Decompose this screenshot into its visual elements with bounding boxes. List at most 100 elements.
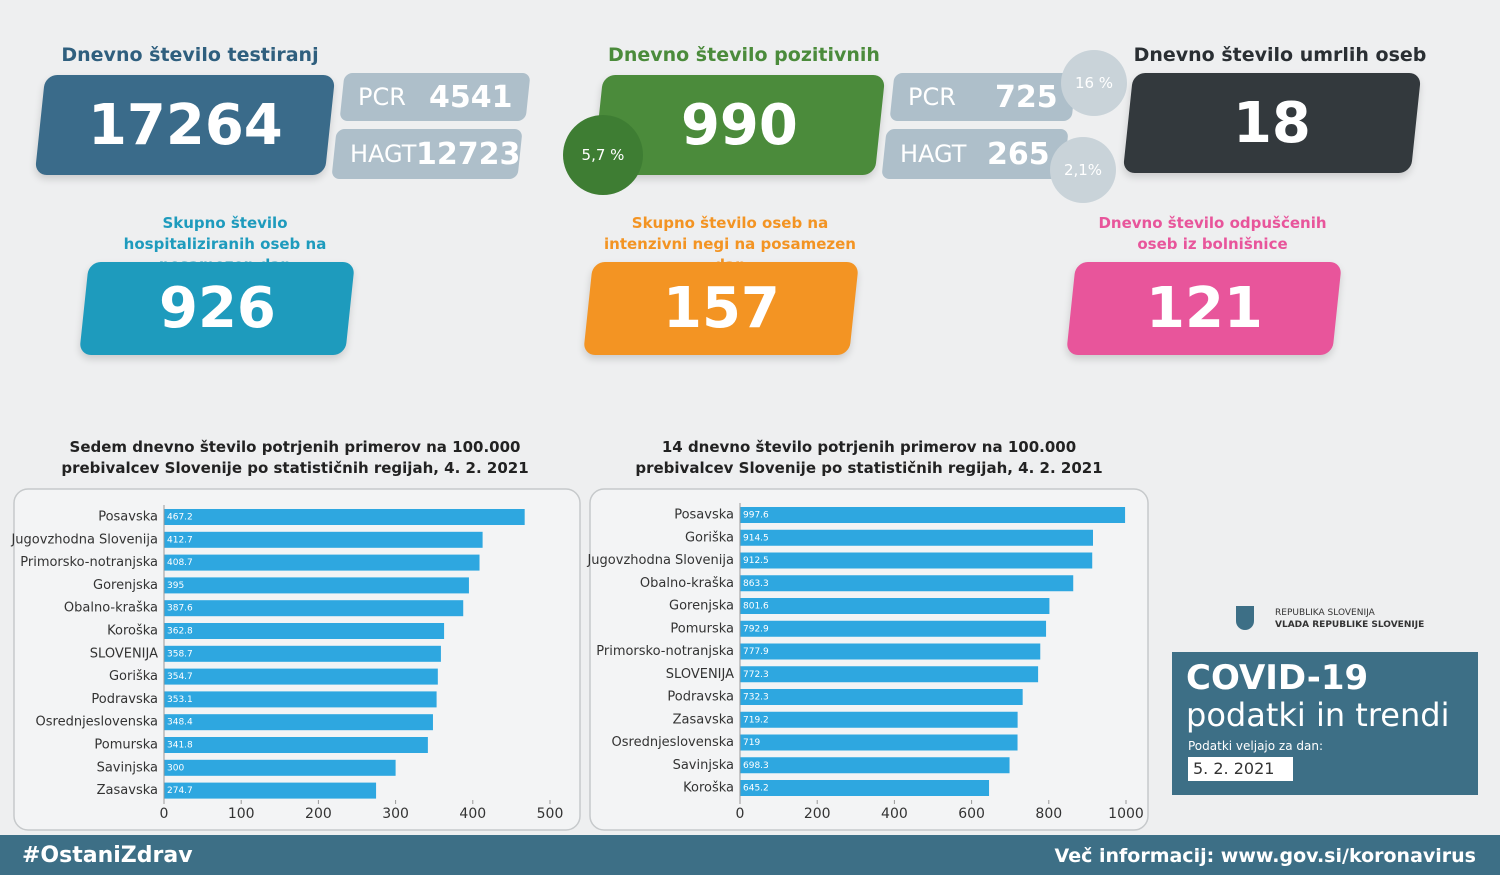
bar (740, 757, 1010, 774)
bar (164, 714, 433, 731)
category-label: Zasavska (97, 783, 158, 798)
x-tick-label: 200 (305, 806, 332, 822)
category-label: Jugovzhodna Slovenija (586, 553, 734, 568)
category-label: Savinjska (97, 760, 158, 775)
bar (740, 552, 1093, 569)
category-label: Obalno-kraška (64, 601, 158, 616)
hagt-label: HAGT (350, 140, 417, 168)
bar (740, 734, 1018, 751)
value-label: 772.3 (743, 670, 769, 680)
hagt-value: 265 (987, 136, 1050, 172)
hagt-share: 2,1% (1050, 137, 1116, 203)
icu-value: 157 (662, 276, 780, 341)
value-label: 863.3 (743, 579, 769, 589)
category-label: Podravska (667, 690, 734, 705)
discharged-tile: 121 (1066, 262, 1342, 355)
category-label: Primorsko-notranjska (596, 644, 734, 659)
value-label: 792.9 (743, 624, 769, 634)
category-label: Koroška (683, 781, 734, 796)
hospitalized-value: 926 (158, 276, 276, 341)
hagt-value: 12723 (416, 136, 521, 172)
bar (740, 598, 1050, 614)
deaths-title: Dnevno število umrlih oseb (1133, 44, 1427, 66)
bar (164, 759, 396, 776)
value-label: 732.3 (743, 693, 769, 703)
covid-box: COVID-19 podatki in trendi Podatki velja… (1172, 652, 1478, 795)
discharged-title: Dnevno število odpuščenih oseb iz bolniš… (1098, 214, 1327, 253)
info: Več informacij: www.gov.si/koronavirus (1054, 845, 1476, 867)
pcr-value: 725 (995, 79, 1058, 115)
category-label: Jugovzhodna Slovenija (10, 532, 158, 547)
value-label: 274.7 (167, 786, 193, 796)
bar (164, 600, 464, 617)
value-label: 358.7 (167, 649, 193, 659)
positive-pcr: PCR 725 (889, 73, 1077, 121)
category-label: Osrednjeslovenska (36, 715, 158, 730)
bar (740, 507, 1126, 523)
bar (740, 620, 1047, 637)
value-label: 698.3 (743, 761, 769, 771)
x-tick-label: 600 (958, 806, 985, 822)
value-label: 412.7 (167, 535, 193, 545)
chart-title: 14 dnevno število potrjenih primerov na … (635, 438, 1103, 477)
value-label: 914.5 (743, 533, 769, 543)
bar (740, 575, 1074, 592)
category-label: Koroška (107, 624, 158, 639)
deaths-value: 18 (1233, 90, 1311, 156)
deaths-tile: 18 (1122, 73, 1422, 173)
x-tick-label: 0 (160, 806, 169, 822)
x-tick-label: 100 (228, 806, 255, 822)
tests-title: Dnevno število testiranj (61, 44, 319, 66)
tests-value: 17264 (87, 92, 283, 158)
date: 5. 2. 2021 (1188, 757, 1293, 781)
x-tick-label: 0 (736, 806, 745, 822)
x-tick-label: 500 (537, 806, 564, 822)
pcr-label: PCR (358, 83, 406, 111)
value-label: 719 (743, 738, 760, 748)
footer: #OstaniZdrav Več informacij: www.gov.si/… (0, 835, 1500, 875)
x-tick-label: 300 (382, 806, 409, 822)
value-label: 387.6 (167, 604, 193, 614)
bar (740, 689, 1023, 705)
category-label: Osrednjeslovenska (612, 735, 734, 750)
covid-title: COVID-19 (1186, 658, 1369, 698)
bar (164, 737, 428, 753)
value-label: 395 (167, 581, 184, 591)
pcr-label: PCR (908, 83, 956, 111)
bar (164, 577, 469, 594)
bar (164, 509, 525, 525)
hospitalized-tile: 926 (79, 262, 355, 355)
gov-line2: VLADA REPUBLIKE SLOVENIJE (1275, 620, 1425, 630)
bar (164, 531, 483, 548)
hagt-label: HAGT (900, 140, 967, 168)
category-label: Gorenjska (669, 599, 734, 614)
x-tick-label: 400 (881, 806, 908, 822)
bar (164, 645, 441, 662)
bar (740, 780, 990, 796)
discharged-value: 121 (1145, 276, 1263, 341)
x-tick-label: 200 (804, 806, 831, 822)
x-tick-label: 400 (459, 806, 486, 822)
category-label: Gorenjska (93, 578, 158, 593)
pcr-share: 16 % (1061, 50, 1127, 116)
value-label: 362.8 (167, 627, 193, 637)
category-label: Obalno-kraška (640, 576, 734, 591)
category-label: Pomurska (94, 738, 158, 753)
value-label: 719.2 (743, 715, 769, 725)
value-label: 912.5 (743, 556, 769, 566)
pcr-value: 4541 (428, 79, 513, 115)
date-label: Podatki veljajo za dan: (1188, 739, 1324, 753)
hashtag: #OstaniZdrav (22, 843, 193, 868)
category-label: Primorsko-notranjska (20, 555, 158, 570)
gov-line1: REPUBLIKA SLOVENIJA (1275, 608, 1375, 618)
value-label: 341.8 (167, 741, 193, 751)
category-label: Goriška (109, 669, 158, 684)
bar (164, 623, 445, 639)
bar (164, 554, 480, 571)
bar (740, 666, 1039, 683)
category-label: Savinjska (673, 758, 734, 773)
gov-emblem (1236, 606, 1254, 630)
x-tick-label: 800 (1035, 806, 1062, 822)
